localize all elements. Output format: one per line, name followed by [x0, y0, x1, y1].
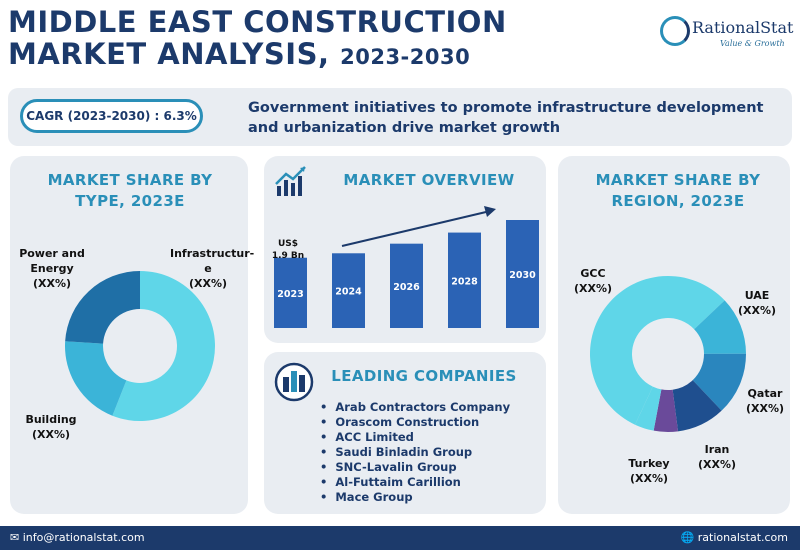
bar-label-2028: 2028 [451, 276, 478, 287]
donut-slice-gcc [590, 276, 725, 425]
region-label-iran: Iran (XX%) [697, 443, 737, 471]
footer-bar: ✉ info@rationalstat.com 🌐 rationalstat.c… [0, 526, 800, 550]
title-line-2: MARKET ANALYSIS, 2023-2030 [8, 38, 528, 73]
region-label-turkey: Turkey (XX%) [628, 457, 670, 485]
donut-slice-uae [694, 300, 746, 354]
region-label-qatar: Qatar (XX%) [745, 387, 785, 415]
globe-icon: 🌐 [680, 531, 695, 544]
list-item: SNC-Lavalin Group [320, 460, 510, 475]
buildings-icon [274, 362, 314, 402]
type-label-infrastructure: Infrastructur- e (XX%) [170, 247, 255, 290]
donut-slice-power-and-energy [65, 271, 140, 344]
donut-slice-qatar [692, 353, 746, 411]
brand-logo: RationalStat Value & Growth [660, 14, 795, 54]
region-share-title: MARKET SHARE BY REGION, 2023E [595, 171, 761, 210]
list-item: Mace Group [320, 490, 510, 505]
footer-email-text: info@rationalstat.com [22, 531, 145, 544]
footer-website-text: rationalstat.com [697, 531, 788, 544]
list-item: Al-Futtaim Carillion [320, 475, 510, 490]
bar-label-2030: 2030 [509, 270, 536, 281]
title-years: 2023-2030 [340, 45, 471, 69]
region-label-gcc: GCC (XX%) [573, 267, 613, 295]
region-donut-chart [590, 276, 746, 432]
summary-banner: CAGR (2023-2030) : 6.3% Government initi… [8, 88, 792, 146]
bar-2023 [274, 257, 307, 328]
bar-2026 [390, 243, 423, 328]
type-donut-chart [65, 271, 215, 421]
type-label-power: Power and Energy (XX%) [19, 247, 85, 290]
market-overview-title: MARKET OVERVIEW [343, 171, 515, 189]
growth-driver-text: Government initiatives to promote infras… [248, 100, 764, 136]
page-title: MIDDLE EAST CONSTRUCTION MARKET ANALYSIS… [8, 6, 528, 73]
title-line-2-text: MARKET ANALYSIS, [8, 37, 330, 71]
bar-label-2026: 2026 [393, 282, 420, 293]
trend-arrow-head [484, 206, 496, 217]
list-item: ACC Limited [320, 430, 510, 445]
list-item: Saudi Binladin Group [320, 445, 510, 460]
bar-2024 [332, 253, 365, 328]
mail-icon: ✉ [10, 531, 20, 544]
list-item: Arab Contractors Company [320, 400, 510, 415]
bar-2028 [448, 232, 481, 328]
region-label-uae: UAE (XX%) [737, 289, 777, 317]
footer-email[interactable]: ✉ info@rationalstat.com [10, 531, 145, 544]
type-label-building: Building (XX%) [25, 413, 77, 441]
companies-list: Arab Contractors Company Orascom Constru… [320, 400, 510, 505]
logo-circle-icon [660, 16, 690, 46]
region-share-panel: MARKET SHARE BY REGION, 2023E GCC (XX%) … [558, 156, 790, 514]
cagr-badge: CAGR (2023-2030) : 6.3% [20, 99, 203, 133]
type-share-title: MARKET SHARE BY TYPE, 2023E [47, 171, 213, 210]
trend-arrow-line [341, 211, 487, 247]
bar-label-2023: 2023 [277, 289, 303, 300]
donut-slice-infrastructure [112, 271, 215, 421]
bar-label-2024: 2024 [335, 287, 362, 298]
market-overview-panel: MARKET OVERVIEW 2023 2024 2026 2028 2030 US$… [264, 156, 546, 343]
footer-website[interactable]: 🌐 rationalstat.com [681, 531, 788, 544]
growth-chart-icon [275, 166, 306, 196]
donut-slice-iran [672, 380, 722, 432]
donut-slice-other [635, 386, 662, 431]
title-line-1: MIDDLE EAST CONSTRUCTION [8, 5, 507, 39]
bar-2030 [506, 220, 539, 328]
donut-slice-turkey [653, 389, 679, 432]
type-share-panel: MARKET SHARE BY TYPE, 2023E Power and En… [10, 156, 255, 514]
market-overview-bar-chart: 2023 2024 2026 2028 2030 [274, 206, 539, 328]
donut-slice-building [65, 341, 127, 416]
logo-tagline: Value & Growth [720, 39, 785, 48]
logo-name: RationalStat [692, 18, 794, 37]
base-value-annotation: US$ 1.9 Bn [271, 239, 305, 261]
list-item: Orascom Construction [320, 415, 510, 430]
leading-companies-title: LEADING COMPANIES [331, 367, 517, 385]
